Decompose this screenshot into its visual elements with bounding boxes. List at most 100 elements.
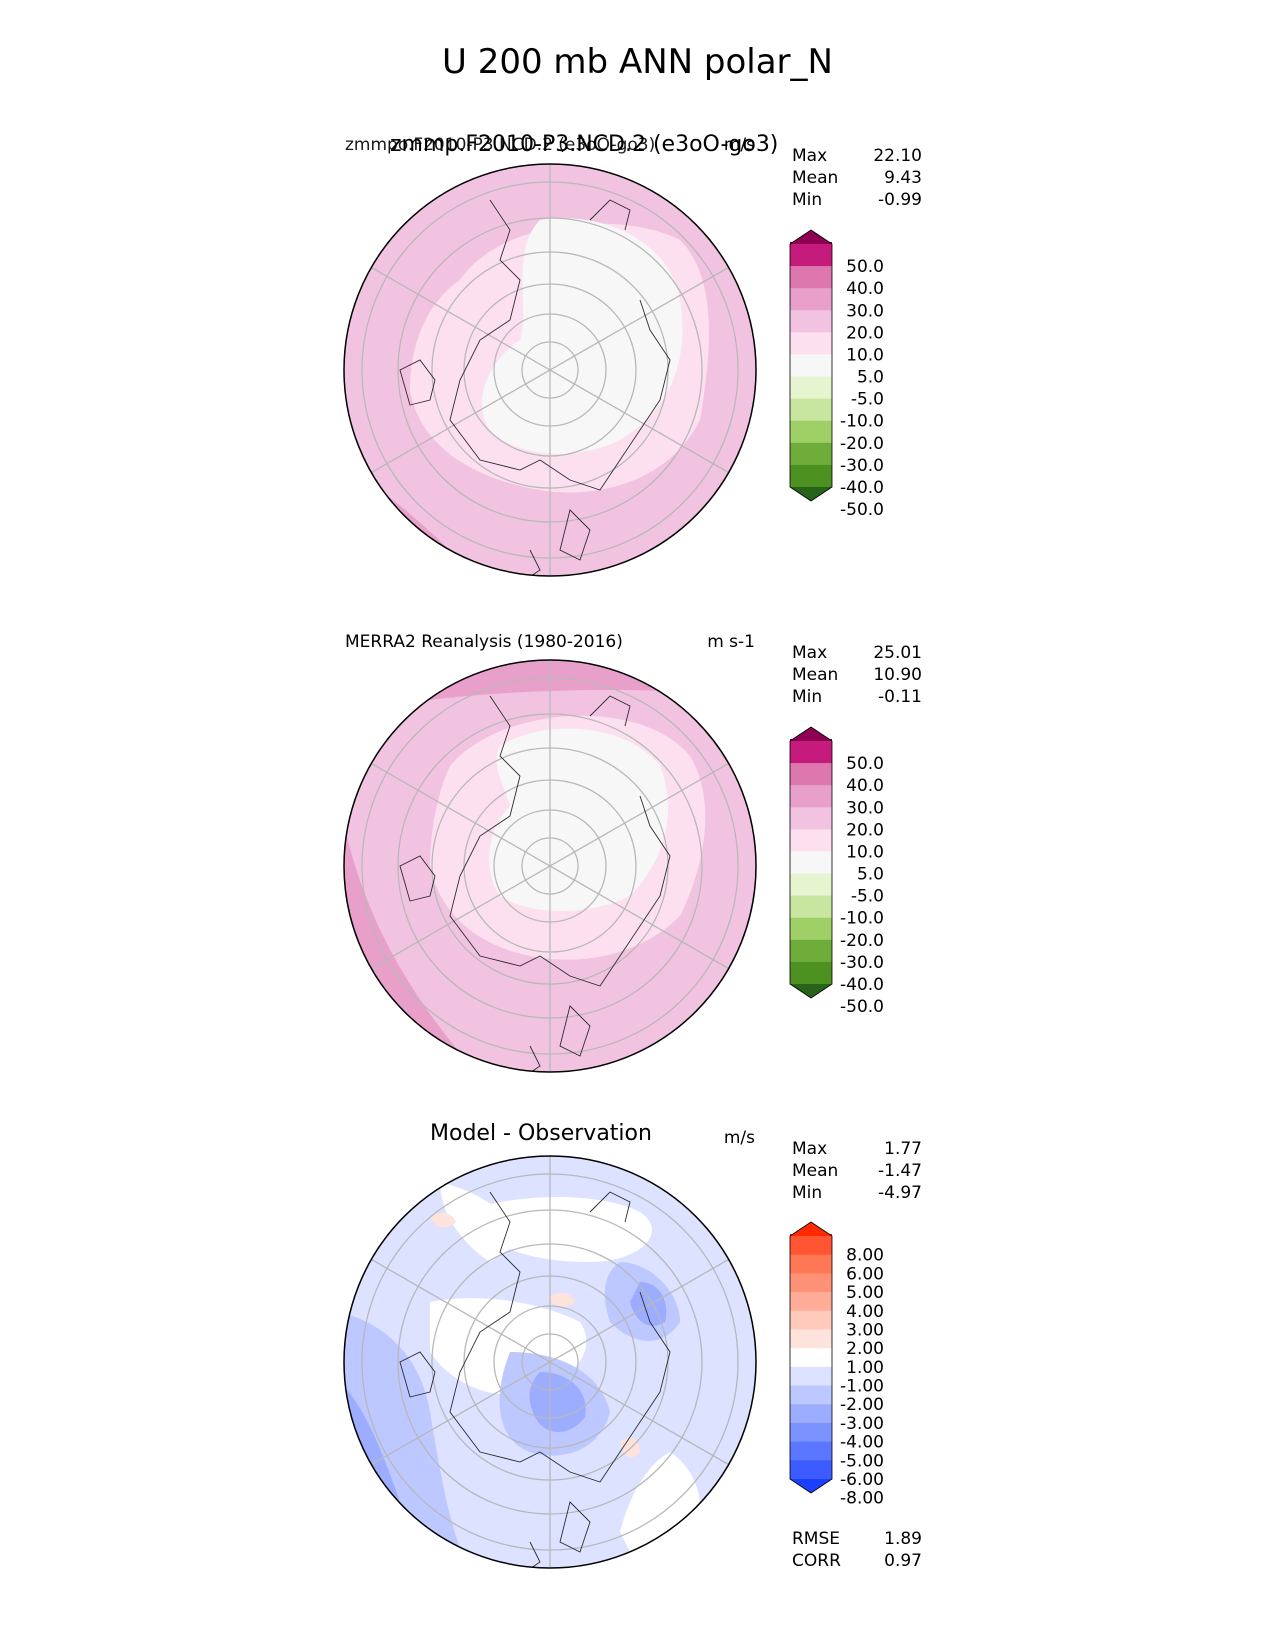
colorbar-swatch <box>790 1292 832 1312</box>
colorbar-swatch <box>790 1460 832 1480</box>
colorbar-swatch <box>790 785 832 808</box>
colorbar-tick-label: 50.0 <box>846 257 884 277</box>
colorbar-tick-label: 4.00 <box>846 1302 884 1322</box>
colorbar-swatch <box>790 1404 832 1424</box>
colorbar-swatch <box>790 829 832 852</box>
colorbar-reference: 50.040.030.020.010.0 5.0-5.0-10.0-20.0-30… <box>789 726 884 1015</box>
colorbar-extend-max <box>790 1222 832 1236</box>
colorbar-tick-label: -40.0 <box>840 975 884 995</box>
colorbar-tick-label: -5.00 <box>840 1451 884 1471</box>
colorbar-extend-max-base <box>790 739 832 741</box>
colorbar-extend-min <box>790 1479 832 1493</box>
polar-map-difference <box>343 1155 757 1569</box>
colorbar-tick-label: -40.0 <box>840 478 884 498</box>
colorbar-swatch <box>790 1366 832 1387</box>
colorbar-test: 50.040.030.020.010.0 5.0-5.0-10.0-20.0-30… <box>789 229 884 518</box>
colorbar-tick-label: 5.00 <box>846 1283 884 1303</box>
colorbar-tick-label: -4.00 <box>840 1433 884 1453</box>
colorbar-tick-label: -20.0 <box>840 434 884 454</box>
stat-mean: Mean 10.90 <box>792 665 922 685</box>
colorbar-swatch <box>790 807 832 830</box>
colorbar-swatch <box>790 851 832 875</box>
colorbar-tick-label: -50.0 <box>840 997 884 1015</box>
colorbar-tick-label: 30.0 <box>846 798 884 818</box>
colorbar-extend-max <box>790 230 832 244</box>
colorbar-tick-label: -6.00 <box>840 1470 884 1490</box>
colorbar-extend-min <box>790 984 832 998</box>
colorbar-extend-min <box>790 487 832 501</box>
panel-title: zmmp.F2010-P3.NCD.2 (e3oO-go3) <box>390 132 779 157</box>
colorbar-swatch <box>790 1422 832 1443</box>
colorbar-tick-label: -10.0 <box>840 909 884 929</box>
colorbar-swatch <box>790 1310 832 1330</box>
colorbar-swatch <box>790 398 832 422</box>
colorbar-swatch <box>790 332 832 355</box>
panel-units: m/s <box>723 1128 755 1148</box>
colorbar-swatch <box>790 895 832 919</box>
colorbar-extend-max-base <box>790 242 832 244</box>
colorbar-tick-label: -5.0 <box>851 887 884 907</box>
colorbar-swatch <box>790 961 832 985</box>
colorbar-tick-label: 6.00 <box>846 1264 884 1284</box>
colorbar-tick-label: 5.0 <box>857 865 884 885</box>
colorbar-swatch <box>790 873 832 897</box>
colorbar-tick-label: 10.0 <box>846 345 884 365</box>
stat-max: Max 25.01 <box>792 643 922 663</box>
stat-mean: Mean 9.43 <box>792 168 922 188</box>
colorbar-tick-label: -3.00 <box>840 1414 884 1434</box>
colorbar-tick-label: 40.0 <box>846 279 884 299</box>
colorbar-outline <box>789 1221 833 1494</box>
colorbar-tick-label: 10.0 <box>846 842 884 862</box>
colorbar-tick-label: 1.00 <box>846 1358 884 1378</box>
panel-title: MERRA2 Reanalysis (1980-2016) <box>345 632 623 652</box>
colorbar-swatch <box>790 1329 832 1349</box>
colorbar-tick-label: 2.00 <box>846 1339 884 1359</box>
colorbar-extend-max <box>790 727 832 741</box>
colorbar-tick-label: -1.00 <box>840 1377 884 1397</box>
colorbar-tick-label: 20.0 <box>846 323 884 343</box>
colorbar-tick-label: -10.0 <box>840 412 884 432</box>
colorbar-tick-label: 8.00 <box>846 1246 884 1266</box>
stat-mean: Mean -1.47 <box>792 1161 922 1181</box>
colorbar-swatch <box>790 442 832 466</box>
panel-title-overlap: zmmpo.F2010-P3.NCD.2 (e3oO-go3) <box>345 135 656 155</box>
panel-units: m/s <box>723 135 755 155</box>
panel-title: Model - Observation <box>430 1121 652 1146</box>
colorbar-tick-label: 3.00 <box>846 1320 884 1340</box>
stat-max: Max 22.10 <box>792 146 922 166</box>
panel-units: m s-1 <box>707 632 755 652</box>
stat-min: Min -0.99 <box>792 190 922 210</box>
colorbar-swatch <box>790 244 832 267</box>
colorbar-outline <box>789 726 833 999</box>
colorbar-swatch <box>790 354 832 378</box>
colorbar-tick-label: 20.0 <box>846 820 884 840</box>
stat-corr: CORR 0.97 <box>792 1551 922 1571</box>
colorbar-tick-label: -20.0 <box>840 931 884 951</box>
colorbar-swatch <box>790 939 832 963</box>
polar-map-reference <box>343 659 757 1073</box>
colorbar-swatch <box>790 376 832 400</box>
colorbar-tick-label: -30.0 <box>840 953 884 973</box>
colorbar-swatch <box>790 1385 832 1405</box>
colorbar-tick-label: -8.00 <box>840 1489 884 1509</box>
colorbar-swatch <box>790 741 832 764</box>
colorbar-swatch <box>790 420 832 444</box>
colorbar-tick-label: 50.0 <box>846 754 884 774</box>
stat-rmse: RMSE 1.89 <box>792 1529 922 1549</box>
colorbar-swatch <box>790 1441 832 1461</box>
colorbar-tick-label: 40.0 <box>846 776 884 796</box>
stat-min: Min -0.11 <box>792 687 922 707</box>
polar-map-test <box>343 163 757 577</box>
stat-max: Max 1.77 <box>792 1139 922 1159</box>
colorbar-tick-label: -30.0 <box>840 456 884 476</box>
colorbar-swatch <box>790 1348 832 1368</box>
colorbar-swatch <box>790 310 832 333</box>
colorbar-tick-label: 30.0 <box>846 301 884 321</box>
colorbar-outline <box>789 229 833 502</box>
colorbar-tick-label: -50.0 <box>840 500 884 518</box>
colorbar-swatch <box>790 1236 832 1256</box>
colorbar-swatch <box>790 288 832 311</box>
colorbar-difference: 8.006.005.004.003.002.001.00-1.00-2.00-3… <box>789 1221 884 1509</box>
figure-title: U 200 mb ANN polar_N <box>442 42 833 82</box>
colorbar-swatch <box>790 917 832 941</box>
